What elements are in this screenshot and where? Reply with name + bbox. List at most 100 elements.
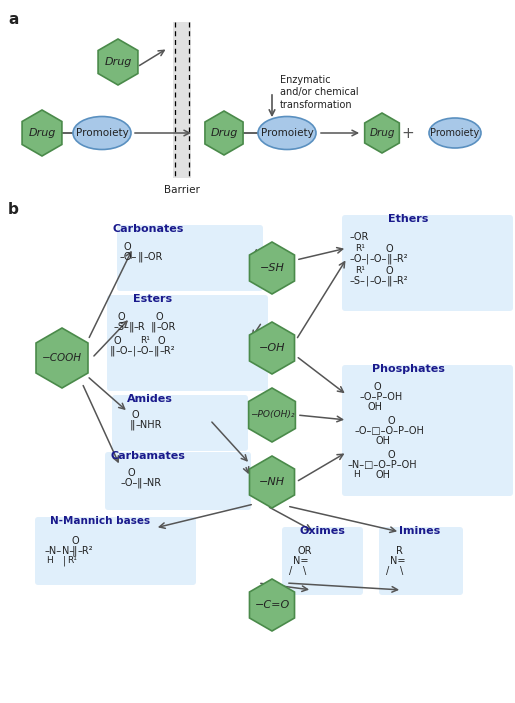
Text: ‖: ‖ — [137, 478, 143, 489]
Text: O: O — [373, 382, 381, 392]
Text: –O–□–O–P–OH: –O–□–O–P–OH — [355, 426, 425, 436]
Text: ‖: ‖ — [129, 322, 134, 333]
Polygon shape — [36, 328, 88, 388]
Text: ‖: ‖ — [110, 346, 115, 356]
Text: b: b — [8, 202, 19, 217]
Text: –OR: –OR — [144, 252, 163, 262]
Polygon shape — [249, 456, 295, 508]
Polygon shape — [205, 111, 243, 155]
Text: −COOH: −COOH — [42, 353, 82, 363]
Text: O: O — [158, 336, 166, 346]
Text: R¹: R¹ — [67, 556, 77, 565]
Text: O: O — [114, 336, 122, 346]
Text: ‖: ‖ — [130, 420, 135, 430]
Polygon shape — [249, 322, 295, 374]
Text: ‖: ‖ — [387, 254, 392, 264]
FancyBboxPatch shape — [342, 365, 513, 496]
FancyBboxPatch shape — [107, 295, 268, 391]
Text: Promoiety: Promoiety — [261, 128, 313, 138]
Text: /: / — [289, 566, 292, 576]
Text: R¹: R¹ — [355, 266, 365, 275]
FancyBboxPatch shape — [105, 452, 251, 510]
Text: O: O — [132, 410, 140, 420]
Text: –OR: –OR — [157, 322, 176, 332]
Text: O: O — [72, 536, 80, 546]
Text: \: \ — [400, 566, 403, 576]
Text: –S–: –S– — [114, 322, 130, 332]
Text: –O–P–OH: –O–P–OH — [360, 392, 403, 402]
Text: H: H — [46, 556, 53, 565]
Text: –NR: –NR — [143, 478, 162, 488]
Text: –O–: –O– — [121, 478, 139, 488]
Text: OH: OH — [376, 436, 391, 446]
Polygon shape — [249, 579, 295, 631]
Text: –O–: –O– — [350, 254, 367, 264]
Text: |: | — [133, 346, 136, 356]
Text: OR: OR — [297, 546, 312, 556]
Text: –R²: –R² — [160, 346, 176, 356]
Text: N–: N– — [62, 546, 74, 556]
FancyBboxPatch shape — [342, 215, 513, 311]
Text: ‖: ‖ — [375, 392, 381, 403]
Text: –R²: –R² — [393, 276, 408, 286]
FancyBboxPatch shape — [112, 395, 248, 451]
Text: Promoiety: Promoiety — [431, 128, 479, 138]
Text: |: | — [366, 276, 369, 287]
Text: |: | — [63, 556, 66, 567]
Ellipse shape — [73, 117, 131, 150]
Text: O: O — [123, 242, 131, 252]
Text: Drug: Drug — [105, 57, 132, 67]
Text: \: \ — [303, 566, 306, 576]
Text: −NH: −NH — [259, 477, 285, 487]
Text: Drug: Drug — [210, 128, 238, 138]
FancyBboxPatch shape — [379, 527, 463, 595]
Text: Ethers: Ethers — [388, 214, 428, 224]
Text: −C=O: −C=O — [254, 600, 289, 610]
Text: OH: OH — [368, 402, 383, 412]
Text: Promoiety: Promoiety — [76, 128, 128, 138]
Text: –R: –R — [134, 322, 146, 332]
Polygon shape — [249, 388, 296, 442]
Text: O: O — [118, 312, 126, 322]
Text: −SH: −SH — [260, 263, 284, 273]
Text: Oximes: Oximes — [299, 526, 345, 536]
Text: Phosphates: Phosphates — [371, 364, 444, 374]
Text: –S–: –S– — [350, 276, 366, 286]
Text: –O–: –O– — [120, 252, 138, 262]
Text: Esters: Esters — [133, 294, 173, 304]
Text: O: O — [388, 416, 396, 426]
Text: O: O — [385, 266, 392, 276]
FancyBboxPatch shape — [35, 517, 196, 585]
Text: –N–□–O–P–OH: –N–□–O–P–OH — [348, 460, 418, 470]
Text: O: O — [155, 312, 163, 322]
Polygon shape — [365, 113, 399, 153]
Text: ‖: ‖ — [154, 346, 160, 356]
Text: +: + — [402, 126, 415, 141]
FancyBboxPatch shape — [117, 225, 263, 291]
Text: –O–: –O– — [370, 276, 387, 286]
Text: O: O — [388, 450, 396, 460]
Bar — [173, 22, 191, 178]
Text: –O–: –O– — [116, 346, 133, 356]
Text: N-Mannich bases: N-Mannich bases — [50, 516, 150, 526]
FancyBboxPatch shape — [282, 527, 363, 595]
Text: –OR: –OR — [350, 232, 369, 242]
Text: O: O — [385, 244, 392, 254]
Text: Imines: Imines — [399, 526, 441, 536]
Text: /: / — [386, 566, 389, 576]
Polygon shape — [98, 39, 138, 85]
Text: Amides: Amides — [127, 394, 173, 404]
Text: OH: OH — [376, 470, 391, 480]
Text: N=: N= — [390, 556, 405, 566]
Text: Carbamates: Carbamates — [111, 451, 185, 461]
Text: H: H — [353, 470, 360, 479]
Text: ‖: ‖ — [72, 546, 77, 557]
Text: ‖: ‖ — [151, 322, 157, 333]
Text: ‖: ‖ — [393, 426, 399, 437]
Text: R: R — [396, 546, 403, 556]
Text: O: O — [127, 468, 134, 478]
Text: R¹: R¹ — [355, 244, 365, 253]
Text: ‖: ‖ — [138, 252, 144, 262]
Text: ‖: ‖ — [387, 276, 392, 287]
Text: −OH: −OH — [259, 343, 285, 353]
